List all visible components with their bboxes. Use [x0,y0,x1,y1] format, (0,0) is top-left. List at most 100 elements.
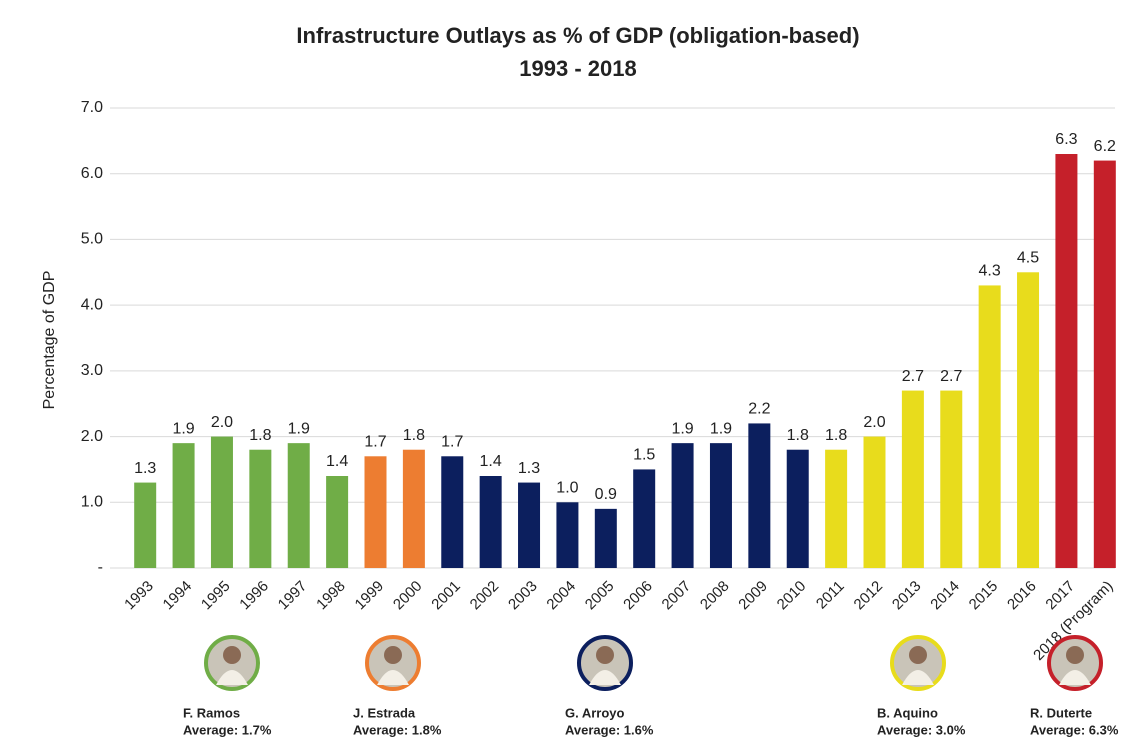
bar [940,390,963,568]
x-tick-label: 2010 [774,578,810,614]
president-average: Average: 1.6% [565,722,654,737]
portrait-head [909,646,927,664]
x-tick-label: 2007 [659,578,695,614]
president-name: F. Ramos [183,705,240,720]
data-label: 2.0 [863,414,885,431]
bar [978,285,1001,568]
bar [825,449,848,568]
x-tick-label: 1998 [313,578,349,614]
president-average: Average: 6.3% [1030,722,1119,737]
data-label: 1.7 [441,434,463,451]
data-label: 1.4 [326,453,348,470]
bar [594,508,617,568]
portrait-body [589,670,621,685]
bar [287,443,310,568]
bar [863,436,886,568]
bar [1017,272,1040,568]
chart-subtitle: 1993 - 2018 [519,56,636,81]
x-tick-label: 2000 [390,578,426,614]
portrait-body [377,670,409,685]
bar [134,482,157,568]
bar [709,443,732,568]
x-tick-label: 2015 [966,578,1002,614]
data-label: 1.8 [403,427,425,444]
data-label: 4.3 [979,263,1001,280]
x-tick-label: 2014 [927,578,963,614]
bar [556,502,579,568]
y-tick-label: 3.0 [81,362,103,379]
x-tick-label: 2003 [505,578,541,614]
data-label: 1.3 [518,460,540,477]
x-tick-label: 2009 [735,578,771,614]
y-tick-label: - [98,559,103,576]
portrait-body [1059,670,1091,685]
x-tick-label: 2005 [582,578,618,614]
x-tick-label: 2012 [851,578,887,614]
data-label: 1.5 [633,447,655,464]
y-tick-label: 2.0 [81,428,103,445]
x-tick-label: 2004 [543,578,579,614]
data-label: 1.9 [172,420,194,437]
y-tick-label: 7.0 [81,99,103,116]
president-name: B. Aquino [877,705,938,720]
x-tick-label: 1995 [198,578,234,614]
y-tick-label: 4.0 [81,296,103,313]
x-tick-label: 1997 [275,578,311,614]
data-label: 2.7 [940,368,962,385]
bar [786,449,809,568]
bar [402,449,425,568]
bar [1055,154,1078,568]
data-label: 1.9 [288,420,310,437]
data-label: 1.7 [364,434,386,451]
portrait-head [596,646,614,664]
data-label: 0.9 [595,486,617,503]
x-tick-label: 1994 [160,578,196,614]
x-tick-label: 1999 [352,578,388,614]
data-label: 2.2 [748,401,770,418]
x-tick-label: 1996 [236,578,272,614]
bar [441,456,464,568]
bar [326,476,349,568]
portrait-head [223,646,241,664]
data-label: 1.9 [671,420,693,437]
x-tick-label: 2002 [467,578,503,614]
data-label: 1.0 [556,480,578,497]
data-label: 2.0 [211,414,233,431]
x-tick-label: 2016 [1004,578,1040,614]
president-name: J. Estrada [353,705,416,720]
bar [633,469,656,568]
president-average: Average: 3.0% [877,722,966,737]
data-label: 1.8 [249,427,271,444]
president-name: R. Duterte [1030,705,1092,720]
y-tick-label: 5.0 [81,231,103,248]
portrait-head [384,646,402,664]
x-tick-label: 1993 [121,578,157,614]
x-tick-label: 2001 [428,578,464,614]
data-label: 6.2 [1094,138,1116,155]
bar [901,390,924,568]
bar [479,476,502,568]
data-label: 4.5 [1017,250,1039,267]
x-tick-label: 2011 [813,578,848,613]
bar [210,436,233,568]
portrait-body [902,670,934,685]
data-label: 1.8 [787,427,809,444]
bar [172,443,195,568]
x-tick-label: 2006 [620,578,656,614]
x-tick-label: 2008 [697,578,733,614]
y-axis-label: Percentage of GDP [41,271,58,410]
data-label: 1.9 [710,420,732,437]
bar [249,449,272,568]
president-name: G. Arroyo [565,705,625,720]
x-tick-label: 2017 [1042,578,1078,614]
bar [364,456,387,568]
bar [671,443,694,568]
bar [518,482,541,568]
data-label: 1.3 [134,460,156,477]
y-tick-label: 1.0 [81,494,103,511]
bar [1093,160,1116,569]
x-tick-label: 2013 [889,578,925,614]
portrait-head [1066,646,1084,664]
bar [748,423,771,568]
